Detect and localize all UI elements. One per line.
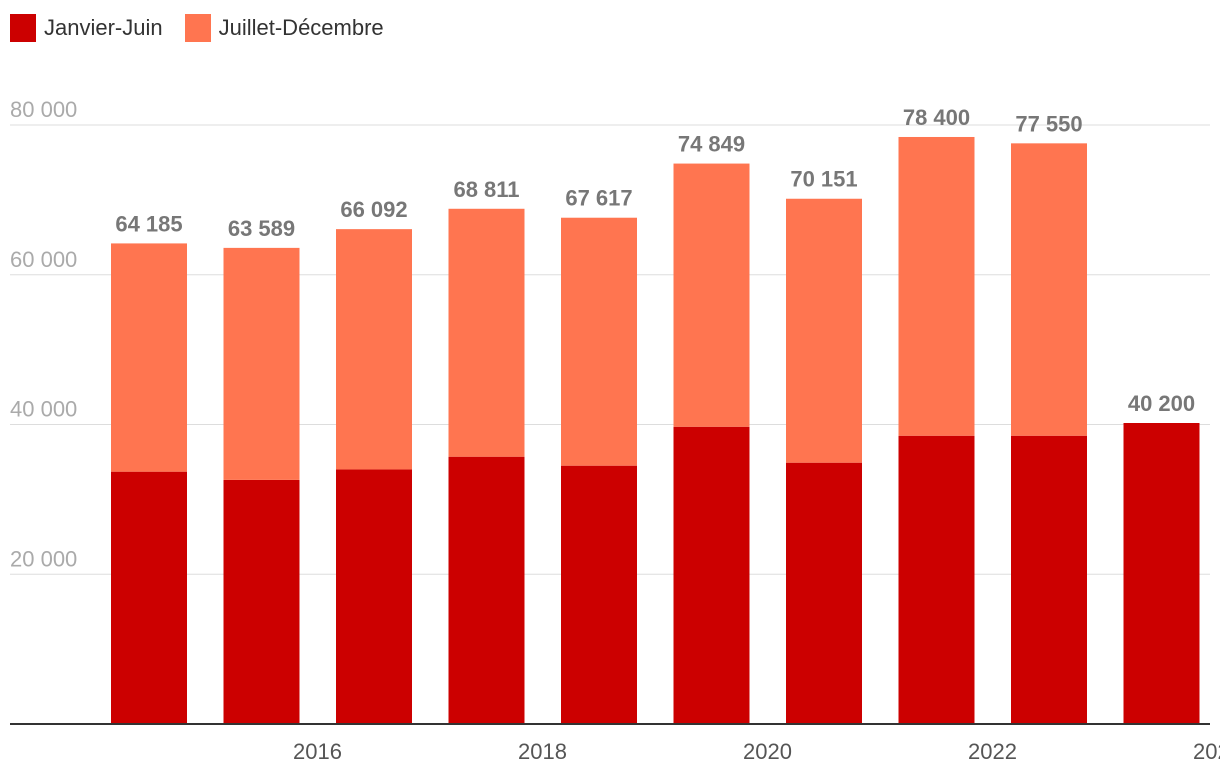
x-tick-label: 2020	[743, 739, 792, 764]
legend-item-juillet-decembre: Juillet-Décembre	[184, 14, 384, 42]
bar-janvier-juin	[1011, 435, 1087, 724]
bar-juillet-decembre	[223, 247, 300, 480]
x-tick-label: 2022	[968, 739, 1017, 764]
bar-janvier-juin	[336, 469, 412, 724]
bar-janvier-juin	[786, 462, 862, 724]
y-tick-label: 40 000	[10, 397, 77, 422]
y-tick-label: 60 000	[10, 247, 77, 272]
x-tick-label: 2024	[1193, 739, 1220, 764]
bar-total-label: 63 589	[228, 216, 295, 241]
x-tick-label: 2016	[293, 739, 342, 764]
y-tick-label: 80 000	[10, 97, 77, 122]
bar-total-label: 77 550	[1015, 111, 1082, 136]
bar-juillet-decembre	[1011, 143, 1087, 436]
bar-juillet-decembre	[673, 163, 750, 427]
bar-janvier-juin	[448, 456, 525, 724]
bar-juillet-decembre	[561, 217, 637, 466]
legend-swatch-juillet-decembre	[184, 14, 211, 42]
legend-label-janvier-juin: Janvier-Juin	[44, 15, 163, 40]
chart-legend: Janvier-Juin Juillet-Décembre	[10, 14, 384, 42]
bar-total-label: 67 617	[565, 186, 632, 211]
bar-juillet-decembre	[336, 229, 412, 470]
bar-janvier-juin	[898, 435, 975, 724]
x-axis-ticks: 2016 2018 2020 2022 2024	[293, 739, 1220, 764]
x-tick-label: 2018	[518, 739, 567, 764]
bar-janvier-juin	[223, 479, 300, 724]
bars-group	[111, 136, 1200, 724]
bar-juillet-decembre	[448, 208, 525, 457]
bar-total-label: 66 092	[340, 197, 407, 222]
bar-juillet-decembre	[898, 136, 975, 436]
bar-total-label: 74 849	[678, 132, 745, 157]
bar-total-label: 68 811	[453, 177, 519, 202]
bar-juillet-decembre	[786, 198, 862, 463]
legend-item-janvier-juin: Janvier-Juin	[10, 14, 163, 42]
legend-label-juillet-decembre: Juillet-Décembre	[218, 15, 384, 40]
y-tick-label: 20 000	[10, 546, 77, 571]
bar-total-label: 78 400	[903, 105, 970, 130]
bar-total-label: 40 200	[1128, 391, 1195, 416]
bar-janvier-juin	[561, 465, 637, 724]
legend-swatch-janvier-juin	[10, 14, 36, 42]
bar-janvier-juin	[111, 471, 187, 724]
bar-juillet-decembre	[111, 243, 187, 472]
bar-janvier-juin	[673, 426, 750, 724]
y-axis-ticks: 20 000 40 000 60 000 80 000	[10, 97, 77, 571]
bar-janvier-juin	[1123, 423, 1200, 724]
bar-total-label: 70 151	[790, 167, 857, 192]
bar-total-label: 64 185	[115, 211, 182, 236]
total-labels-group: 64 185 63 589 66 092 68 811 67 617 74 849 70 1…	[115, 105, 1195, 416]
